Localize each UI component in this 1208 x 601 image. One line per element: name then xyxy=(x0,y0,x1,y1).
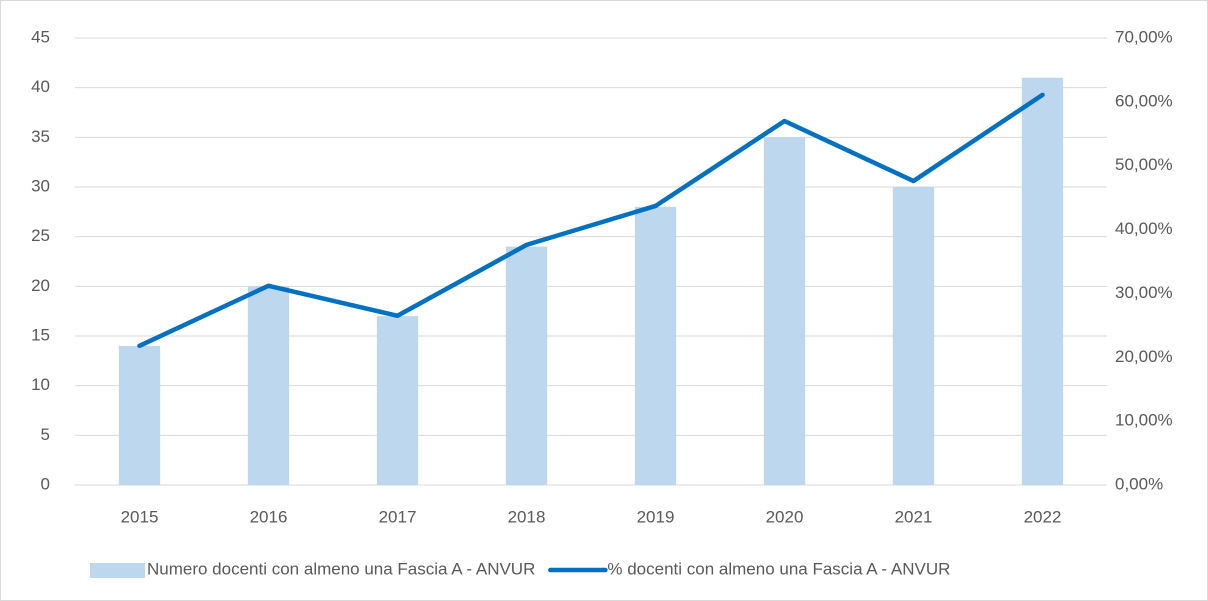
bar xyxy=(505,246,548,485)
bar xyxy=(247,286,290,485)
y-tick-label: 10 xyxy=(31,375,50,394)
y-tick-label: 30 xyxy=(31,176,50,195)
x-tick-label: 2022 xyxy=(1024,507,1062,526)
x-tick-label: 2018 xyxy=(508,507,546,526)
x-tick-label: 2021 xyxy=(895,507,933,526)
y-tick-label: 0 xyxy=(41,474,50,493)
y2-tick-label: 10,00% xyxy=(1115,411,1173,430)
y-tick-label: 20 xyxy=(31,276,50,295)
legend-label: Numero docenti con almeno una Fascia A -… xyxy=(147,559,535,578)
y2-tick-label: 50,00% xyxy=(1115,155,1173,174)
x-tick-label: 2020 xyxy=(766,507,804,526)
y2-tick-label: 70,00% xyxy=(1115,27,1173,46)
x-tick-label: 2017 xyxy=(379,507,417,526)
legend-label: % docenti con almeno una Fascia A - ANVU… xyxy=(607,559,950,578)
line xyxy=(137,92,1045,349)
bar xyxy=(892,187,935,485)
x-tick-label: 2015 xyxy=(121,507,159,526)
bar xyxy=(118,345,161,485)
y-tick-label: 40 xyxy=(31,77,50,96)
legend-swatch xyxy=(90,563,145,578)
bar xyxy=(1021,77,1064,485)
y2-tick-label: 60,00% xyxy=(1115,91,1173,110)
x-tick-label: 2016 xyxy=(250,507,288,526)
y2-tick-label: 0,00% xyxy=(1115,474,1163,493)
y-tick-label: 35 xyxy=(31,127,50,146)
bar xyxy=(376,316,419,485)
y-tick-label: 45 xyxy=(31,27,50,46)
y-tick-label: 15 xyxy=(31,325,50,344)
y2-tick-label: 30,00% xyxy=(1115,283,1173,302)
bar xyxy=(763,137,806,486)
bar xyxy=(634,206,677,485)
y2-tick-label: 20,00% xyxy=(1115,347,1173,366)
y-tick-label: 5 xyxy=(41,425,50,444)
y-tick-label: 25 xyxy=(31,226,50,245)
x-tick-label: 2019 xyxy=(637,507,675,526)
y2-tick-label: 40,00% xyxy=(1115,219,1173,238)
